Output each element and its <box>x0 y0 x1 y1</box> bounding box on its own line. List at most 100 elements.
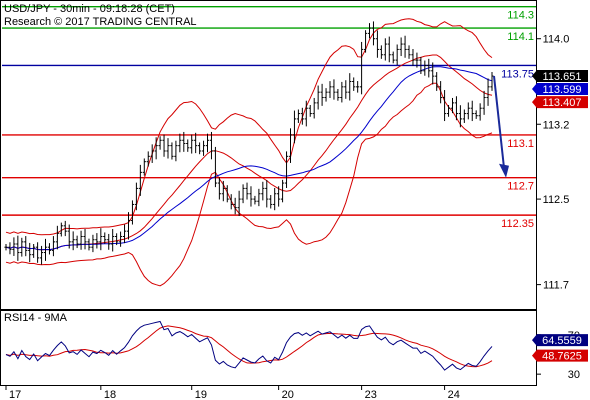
moving-average <box>5 66 493 251</box>
rsi-tag-0: 64.5559 <box>532 334 588 347</box>
candle-60 <box>241 184 245 204</box>
rsi-panel-title: RSI14 - 9MA <box>4 312 68 324</box>
candle-116 <box>462 109 466 123</box>
candle-14 <box>59 222 63 237</box>
candle-88 <box>352 77 356 91</box>
candle-46 <box>186 139 190 152</box>
candle-122 <box>486 78 490 106</box>
candle-1 <box>8 242 12 255</box>
price-tag-0: 113.651 <box>532 70 588 83</box>
bollinger-lower <box>5 82 493 287</box>
candle-57 <box>229 194 233 210</box>
candle-106 <box>423 60 427 76</box>
candle-114 <box>454 96 459 121</box>
candle-4 <box>20 237 24 257</box>
candle-89 <box>356 81 360 93</box>
candle-83 <box>332 79 336 100</box>
level-label-2: 113.75 <box>501 68 534 80</box>
candle-38 <box>154 137 158 160</box>
candle-22 <box>91 234 95 253</box>
candle-39 <box>158 136 162 150</box>
bollinger-upper <box>5 18 493 236</box>
price-tag-1-bg <box>532 83 588 96</box>
candle-26 <box>107 233 111 250</box>
candle-23 <box>95 233 99 249</box>
candle-103 <box>411 48 415 66</box>
candle-84 <box>336 88 340 101</box>
price-panel-frame <box>0 0 537 310</box>
candle-90 <box>360 41 364 95</box>
candle-24 <box>99 228 103 251</box>
candle-113 <box>450 97 455 114</box>
chart-title: USD/JPY - 30min - 09:18:28 (CET) <box>4 3 175 15</box>
candle-19 <box>79 230 83 250</box>
price-ytick-2: 112.5 <box>543 194 570 206</box>
candle-72 <box>288 128 293 163</box>
rsi-layer <box>5 320 493 371</box>
price-ytick-0: 114.0 <box>543 34 570 46</box>
candle-56 <box>225 185 229 203</box>
candle-121 <box>482 90 486 115</box>
candle-61 <box>245 182 249 200</box>
price-tag-0-bg <box>532 70 588 83</box>
candle-11 <box>47 243 52 255</box>
price-ytick-3: 111.7 <box>543 280 569 292</box>
candle-37 <box>150 144 154 163</box>
candle-36 <box>146 151 150 167</box>
xtick-3: 20 <box>282 389 294 400</box>
candle-25 <box>103 232 107 244</box>
candle-68 <box>273 187 277 211</box>
candle-102 <box>407 45 411 59</box>
candle-33 <box>134 182 138 211</box>
candle-3 <box>16 235 20 261</box>
candle-13 <box>55 225 59 250</box>
candle-34 <box>138 164 142 196</box>
level-label-0: 114.3 <box>507 10 534 22</box>
candle-49 <box>198 142 202 155</box>
level-label-4: 112.7 <box>507 181 534 193</box>
candle-100 <box>399 37 403 57</box>
candle-70 <box>280 179 285 203</box>
candle-6 <box>28 242 32 263</box>
candle-95 <box>379 45 383 59</box>
levels-layer: 114.3 114.1 113.75 113.1 112.7 112.35 <box>2 5 536 230</box>
candle-10 <box>43 238 48 261</box>
rsi-tag-1-text: 48.7625 <box>542 351 582 363</box>
rsi-tag-1-bg <box>532 349 588 362</box>
price-tag-0-text: 113.651 <box>543 71 582 83</box>
candle-45 <box>182 131 186 152</box>
candle-115 <box>458 105 462 128</box>
candle-0 <box>4 243 8 251</box>
candle-74 <box>296 109 300 123</box>
candle-112 <box>446 105 451 117</box>
level-label-1: 114.1 <box>507 31 534 43</box>
candle-21 <box>87 238 91 251</box>
candle-58 <box>233 197 237 215</box>
candle-96 <box>383 38 387 61</box>
candle-118 <box>470 100 474 122</box>
candle-73 <box>292 110 297 144</box>
candle-79 <box>316 85 320 110</box>
candle-104 <box>415 52 419 68</box>
candle-7 <box>32 243 36 258</box>
candle-64 <box>257 188 261 207</box>
candle-67 <box>269 195 273 209</box>
candle-2 <box>12 237 16 256</box>
rsi-tag-0-bg <box>532 334 588 347</box>
candle-27 <box>111 229 115 252</box>
candle-119 <box>474 110 478 119</box>
candle-76 <box>304 100 308 127</box>
rsi-ytick-1: 30 <box>568 369 580 381</box>
rsi-tag-0-text: 64.5559 <box>542 335 582 347</box>
candle-40 <box>162 134 166 157</box>
xtick-4: 23 <box>365 389 377 400</box>
candle-110 <box>439 81 443 104</box>
price-tag-1-text: 113.599 <box>543 84 582 96</box>
candle-29 <box>118 231 123 247</box>
candle-43 <box>174 140 178 162</box>
candle-54 <box>217 177 221 200</box>
candle-66 <box>265 180 269 208</box>
candle-101 <box>403 35 407 58</box>
